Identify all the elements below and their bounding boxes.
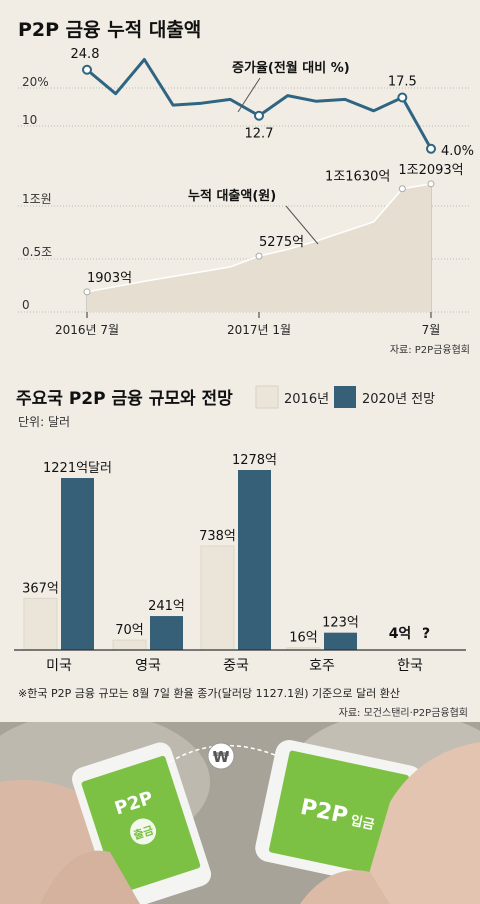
right-phone-action-text: 입금 xyxy=(349,813,376,833)
bar-2020-label: 241억 xyxy=(148,599,185,614)
category-label: 영국 xyxy=(135,658,161,674)
loan-callout-line xyxy=(285,205,319,245)
bottom-left-hand xyxy=(40,850,140,904)
growth-data-label: 24.8 xyxy=(71,47,100,62)
growth-data-label: 4.0% xyxy=(441,144,474,159)
bar-2016-label: 738억 xyxy=(199,529,236,544)
bar-2020-label: 1221억달러 xyxy=(43,461,112,476)
category-label: 한국 xyxy=(397,658,423,674)
category-label: 호주 xyxy=(309,658,335,674)
growth-data-label: 17.5 xyxy=(388,75,417,90)
bar-2020 xyxy=(324,632,357,650)
chart1-labels: 24.8 12.7 17.5 4.0% 1903억 5275억 1조1630억 1조2093억 xyxy=(71,47,475,286)
chart1-title: P2P 금융 누적 대출액 xyxy=(18,19,201,41)
loan-data-label: 1조1630억 xyxy=(325,170,390,185)
bar-2016-label: 367억 xyxy=(22,581,59,596)
bar-2020 xyxy=(238,470,271,650)
bar-2016 xyxy=(200,545,235,651)
right-hand xyxy=(360,742,480,904)
loan-data-label: 1903억 xyxy=(87,271,132,286)
growth-point xyxy=(426,143,436,154)
loan-point xyxy=(83,288,91,296)
bar-2020-label: 123억 xyxy=(322,616,359,631)
photo-illustration: P2P 출금 ₩ P2P 입금 xyxy=(0,722,480,904)
left-phone-badge xyxy=(130,818,157,845)
growth-point xyxy=(254,110,264,121)
bar-2020-label: 1278억 xyxy=(232,453,277,468)
loan-data-label: 5275억 xyxy=(259,235,304,250)
growth-data-label: 12.7 xyxy=(245,127,274,142)
bar-2016 xyxy=(23,597,58,651)
bar-2016 xyxy=(112,639,147,651)
growth-line xyxy=(82,58,436,154)
chart2-source: 자료: 모건스탠리·P2P금융협회 xyxy=(339,706,468,719)
transfer-arc xyxy=(169,744,281,763)
category-label: 중국 xyxy=(223,658,249,674)
loan-ytick-label: 0 xyxy=(22,298,30,312)
left-phone-action-text: 출금 xyxy=(132,823,156,843)
loan-chart: P2P 금융 누적 대출액 20% 10 1조원 0.5조 0 2016년 7월 2017년… xyxy=(0,0,480,360)
phones-illustration: P2P 출금 ₩ P2P 입금 xyxy=(0,722,480,904)
bar-2020 xyxy=(150,616,183,650)
loan-point xyxy=(427,180,435,188)
growth-ytick-label: 10 xyxy=(22,113,37,127)
loan-area-fill xyxy=(87,183,431,312)
chart2-unit: 단위: 달러 xyxy=(18,415,70,429)
legend-swatch-2016 xyxy=(255,385,279,409)
bottom-right-hand xyxy=(300,870,390,904)
growth-callout-line xyxy=(237,77,261,113)
x-tick-label: 2016년 7월 xyxy=(55,323,119,337)
country-bar-chart: 주요국 P2P 금융 규모와 전망 단위: 달러 2016년 2020년 전망 … xyxy=(0,360,480,722)
bar-2020 xyxy=(61,478,94,650)
x-tick-label: 2017년 1월 xyxy=(227,323,291,337)
bar-2020-label: ? xyxy=(422,626,430,642)
loan-ytick-label: 1조원 xyxy=(22,192,52,206)
loan-series-name: 누적 대출액(원) xyxy=(188,188,276,204)
right-phone-screen xyxy=(269,750,409,877)
chart2-note: ※한국 P2P 금융 규모는 8월 7일 환율 종가(달러당 1127.1원) … xyxy=(18,686,400,700)
bar-2016-label: 4억 xyxy=(389,626,412,642)
legend-swatch-2020 xyxy=(334,386,356,408)
chart1-source: 자료: P2P금융협회 xyxy=(390,343,470,356)
chart2-title: 주요국 P2P 금융 규모와 전망 xyxy=(16,389,233,409)
growth-series-name: 증가율(전월 대비 %) xyxy=(232,60,350,76)
loan-point xyxy=(255,252,263,260)
won-coin-symbol: ₩ xyxy=(213,748,230,766)
bar-2016-label: 16억 xyxy=(289,631,318,646)
bar-2016-label: 70억 xyxy=(115,623,144,638)
bar-group: 367억 1221억달러 70억 241억 738억 1278억 16억 123억 4억? xyxy=(22,453,430,651)
won-coin xyxy=(207,742,235,770)
category-labels: 미국 영국 중국 호주 한국 xyxy=(46,658,423,674)
loan-point xyxy=(398,185,406,193)
x-tick-label: 7월 xyxy=(422,323,441,337)
legend-label-2020: 2020년 전망 xyxy=(362,392,435,407)
legend-label-2016: 2016년 xyxy=(284,392,329,407)
growth-point xyxy=(397,92,408,103)
loan-ytick-label: 0.5조 xyxy=(22,245,52,259)
category-label: 미국 xyxy=(46,658,72,674)
growth-point xyxy=(82,64,92,75)
loan-data-label: 1조2093억 xyxy=(398,163,463,178)
loan-area xyxy=(83,180,435,312)
growth-ytick-label: 20% xyxy=(22,75,49,89)
